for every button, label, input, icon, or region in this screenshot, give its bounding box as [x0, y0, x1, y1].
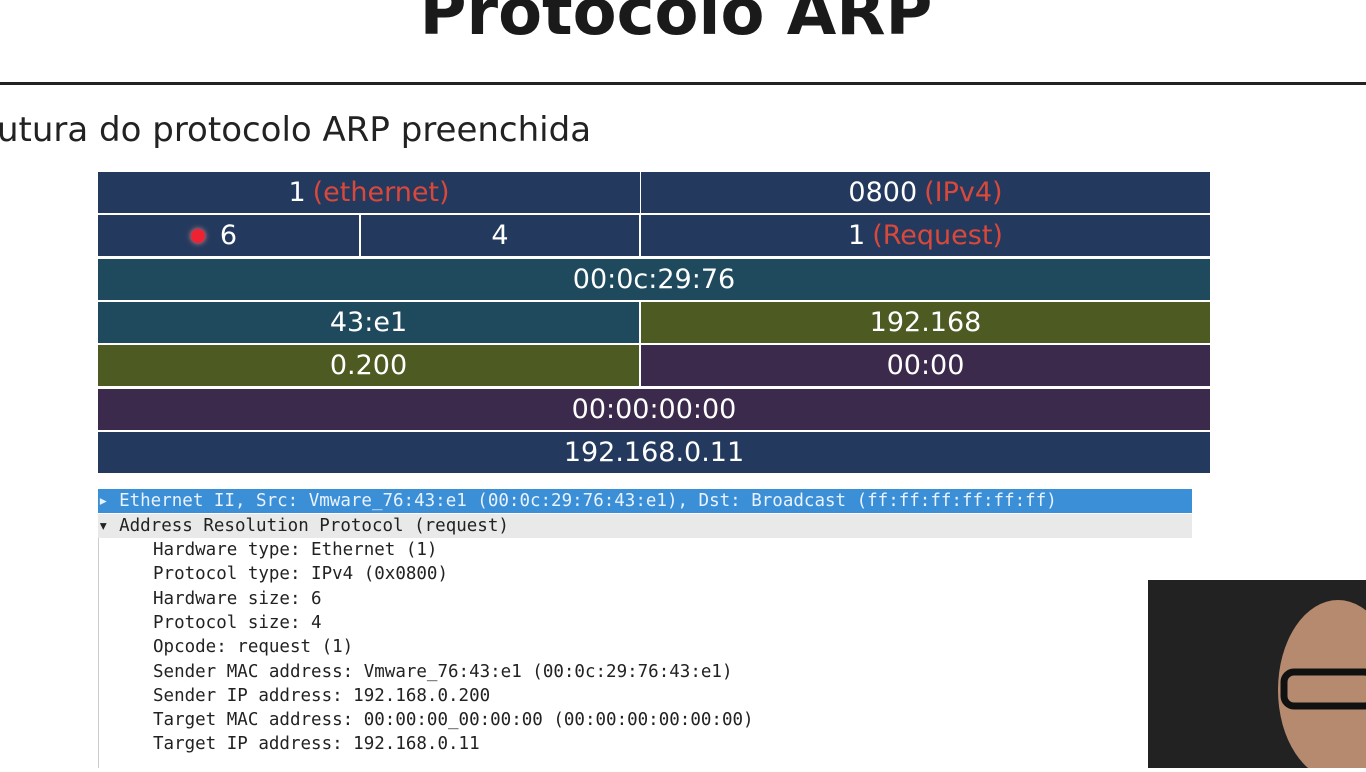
tree-field: Target MAC address: 00:00:00_00:00:00 (0…: [153, 710, 754, 731]
cell-note: (ethernet): [312, 177, 450, 208]
webcam-overlay: [1148, 580, 1366, 772]
cell-value: 0800: [848, 177, 918, 208]
table-cell: 6: [98, 215, 359, 257]
tree-field: Protocol size: 4: [153, 612, 322, 633]
tree-field: Sender MAC address: Vmware_76:43:e1 (00:…: [153, 661, 733, 682]
face: [1278, 600, 1366, 772]
table-cell: 43:e1: [98, 301, 639, 343]
slide-title: Protocolo ARP: [419, 0, 933, 50]
divider: [0, 82, 1366, 85]
cell-value: 1: [288, 177, 306, 208]
cell-note: (IPv4): [924, 177, 1003, 208]
table-cell: 192.168.0.11: [98, 431, 1210, 473]
cell-value: 00:00: [886, 350, 965, 382]
cell-value: 6: [219, 220, 238, 252]
cell-value: 4: [491, 220, 509, 252]
cursor-dot: [191, 229, 205, 243]
table-cell: 00:00: [641, 345, 1210, 387]
tree-field: Hardware type: Ethernet (1): [153, 540, 438, 560]
table-cell: 1 (Request): [641, 215, 1210, 257]
tree-field: Target IP address: 192.168.0.11: [153, 734, 480, 755]
cell-value: 192.168: [869, 306, 982, 338]
tree-field: Hardware size: 6: [153, 588, 322, 609]
glasses: [1280, 668, 1366, 710]
tree-field: Sender IP address: 192.168.0.200: [153, 685, 491, 706]
cell-value: 00:0c:29:76: [572, 263, 736, 295]
tree-row-ethernet[interactable]: ▸ Ethernet II, Src: Vmware_76:43:e1 (00:…: [98, 489, 1192, 513]
tree-field: Opcode: request (1): [153, 637, 354, 658]
webcam-image: [1148, 580, 1366, 772]
table-cell: 0.200: [98, 345, 639, 387]
tree-row-arp[interactable]: ▾ Address Resolution Protocol (request): [98, 514, 1192, 538]
cell-value: 00:00:00:00: [571, 393, 737, 425]
slide-subtitle: utura do protocolo ARP preenchida: [0, 110, 592, 150]
cell-value: 1: [848, 220, 866, 252]
table-cell: 192.168: [641, 301, 1210, 343]
cell-value: 0.200: [329, 350, 408, 382]
packet-details: Hardware type: Ethernet (1) Protocol type…: [98, 538, 1193, 768]
table-cell: 0800 (IPv4): [641, 172, 1210, 213]
cell-value: 192.168.0.11: [563, 436, 745, 468]
table-cell: 4: [361, 215, 639, 257]
row-text: Address Resolution Protocol (request): [119, 516, 509, 536]
row-text: Ethernet II, Src: Vmware_76:43:e1 (00:0c…: [119, 491, 1057, 511]
expander[interactable]: ▸: [98, 491, 120, 511]
cell-note: (Request): [872, 220, 1003, 252]
expander[interactable]: ▾: [98, 516, 120, 536]
tree-field: Protocol type: IPv4 (0x0800): [153, 564, 449, 585]
table-cell: 1 (ethernet): [98, 172, 640, 213]
cell-value: 43:e1: [329, 306, 408, 338]
table-cell: 00:00:00:00: [98, 388, 1210, 430]
table-cell: 00:0c:29:76: [98, 258, 1210, 300]
